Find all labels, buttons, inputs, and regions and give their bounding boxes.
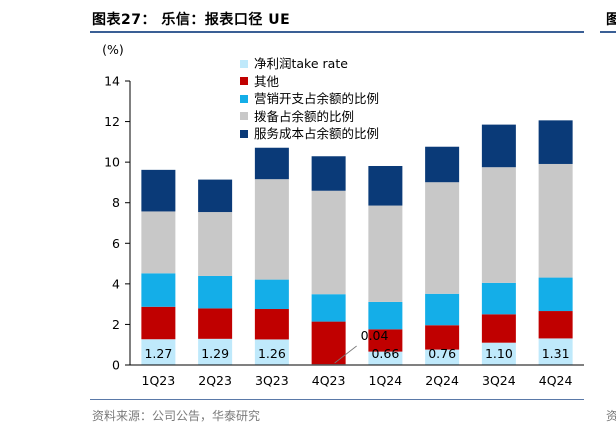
bar-segment-take-rate (254, 339, 289, 365)
data-label-take-rate: 0.66 (371, 346, 399, 361)
data-label-take-rate: 0.04 (361, 328, 389, 343)
bar-segment-marketing (368, 301, 403, 330)
adjacent-title-rule (600, 31, 616, 33)
bar-segment-provision (198, 212, 233, 276)
bar-segment-take-rate (141, 339, 176, 365)
bar-segment-other (254, 309, 289, 340)
bar-segment-take-rate (368, 351, 403, 365)
x-tick-label: 3Q24 (482, 373, 516, 388)
y-tick-label: 12 (104, 114, 120, 129)
x-tick-label: 1Q24 (369, 373, 403, 388)
bar-segment-other (538, 311, 573, 339)
y-tick-label: 0 (112, 358, 120, 373)
bar-segment-marketing (141, 273, 176, 307)
bar-segment-service (254, 147, 289, 180)
bar-segment-provision (254, 179, 289, 280)
bar-segment-other (198, 308, 233, 339)
bar-segment-other (311, 321, 346, 365)
source-note: 资料来源：公司公告，华泰研究 (92, 409, 261, 423)
bar-segment-marketing (254, 279, 289, 310)
legend-label-take-rate: 净利润take rate (254, 56, 348, 71)
legend-item-service: 服务成本占余额的比例 (240, 125, 379, 143)
y-tick-label: 6 (112, 236, 120, 251)
y-tick-label: 4 (112, 276, 120, 291)
adjacent-figure-title-fragment: 图 (606, 12, 616, 28)
data-label-take-rate: 1.10 (485, 346, 513, 361)
bar-segment-service (141, 169, 176, 212)
bar-segment-take-rate (425, 349, 460, 365)
bar-segment-provision (141, 211, 176, 274)
bar-segment-other (425, 325, 460, 350)
figure-title: 图表27： 乐信：报表口径 UE (92, 12, 291, 28)
y-tick-label: 8 (112, 195, 120, 210)
bar-segment-provision (311, 190, 346, 295)
legend-swatch-service (240, 129, 248, 138)
title-rule (90, 31, 584, 33)
x-tick-label: 4Q24 (539, 373, 573, 388)
legend-item-provision: 拨备占余额的比例 (240, 108, 379, 126)
bar-segment-provision (538, 163, 573, 278)
data-label-take-rate: 1.31 (542, 346, 570, 361)
bar-segment-provision (481, 167, 516, 283)
bar-segment-take-rate (481, 342, 516, 365)
x-tick-label: 4Q23 (312, 373, 346, 388)
bar-segment-service (198, 179, 233, 213)
bar-segment-marketing (311, 294, 346, 322)
legend-item-take-rate: 净利润take rate (240, 55, 379, 73)
bar-segment-provision (425, 182, 460, 294)
data-label-leader-line (334, 345, 357, 364)
y-tick-label: 2 (112, 317, 120, 332)
legend-item-other: 其他 (240, 73, 379, 91)
bar-segment-take-rate (198, 338, 233, 365)
bar-segment-service (311, 156, 346, 191)
legend-label-service: 服务成本占余额的比例 (254, 126, 380, 141)
legend-label-marketing: 营销开支占余额的比例 (254, 91, 380, 106)
y-tick-label: 10 (104, 155, 120, 170)
data-label-take-rate: 1.27 (144, 346, 172, 361)
legend-swatch-provision (240, 112, 248, 121)
source-rule (90, 399, 584, 400)
bar-segment-service (368, 165, 403, 206)
adjacent-source-fragment: 资 (606, 409, 616, 423)
bar-segment-service (481, 124, 516, 168)
y-tick-label: 14 (104, 74, 120, 89)
chart-legend: 净利润take rate 其他 营销开支占余额的比例 拨备占余额的比例 服务成本… (240, 55, 379, 143)
legend-swatch-take-rate (240, 59, 248, 68)
bar-segment-other (481, 314, 516, 343)
data-label-take-rate: 1.26 (258, 346, 286, 361)
data-label-take-rate: 1.29 (201, 346, 229, 361)
x-tick-label: 1Q23 (142, 373, 176, 388)
bar-segment-other (141, 306, 176, 340)
y-axis-unit-label: (%) (102, 42, 124, 57)
legend-swatch-marketing (240, 94, 248, 103)
x-tick-label: 3Q23 (255, 373, 289, 388)
data-label-take-rate: 0.76 (428, 346, 456, 361)
bar-segment-provision (368, 205, 403, 302)
bar-segment-take-rate (538, 338, 573, 365)
bar-segment-other (368, 329, 403, 352)
bar-segment-service (425, 146, 460, 183)
bar-segment-service (538, 120, 573, 164)
legend-item-marketing: 营销开支占余额的比例 (240, 90, 379, 108)
legend-label-other: 其他 (254, 73, 280, 89)
bar-segment-marketing (481, 282, 516, 315)
legend-swatch-other (240, 77, 248, 86)
x-tick-label: 2Q24 (425, 373, 459, 388)
legend-label-provision: 拨备占余额的比例 (254, 108, 355, 124)
bar-segment-marketing (538, 277, 573, 312)
x-tick-label: 2Q23 (198, 373, 232, 388)
bar-segment-marketing (425, 293, 460, 326)
bar-segment-marketing (198, 275, 233, 309)
